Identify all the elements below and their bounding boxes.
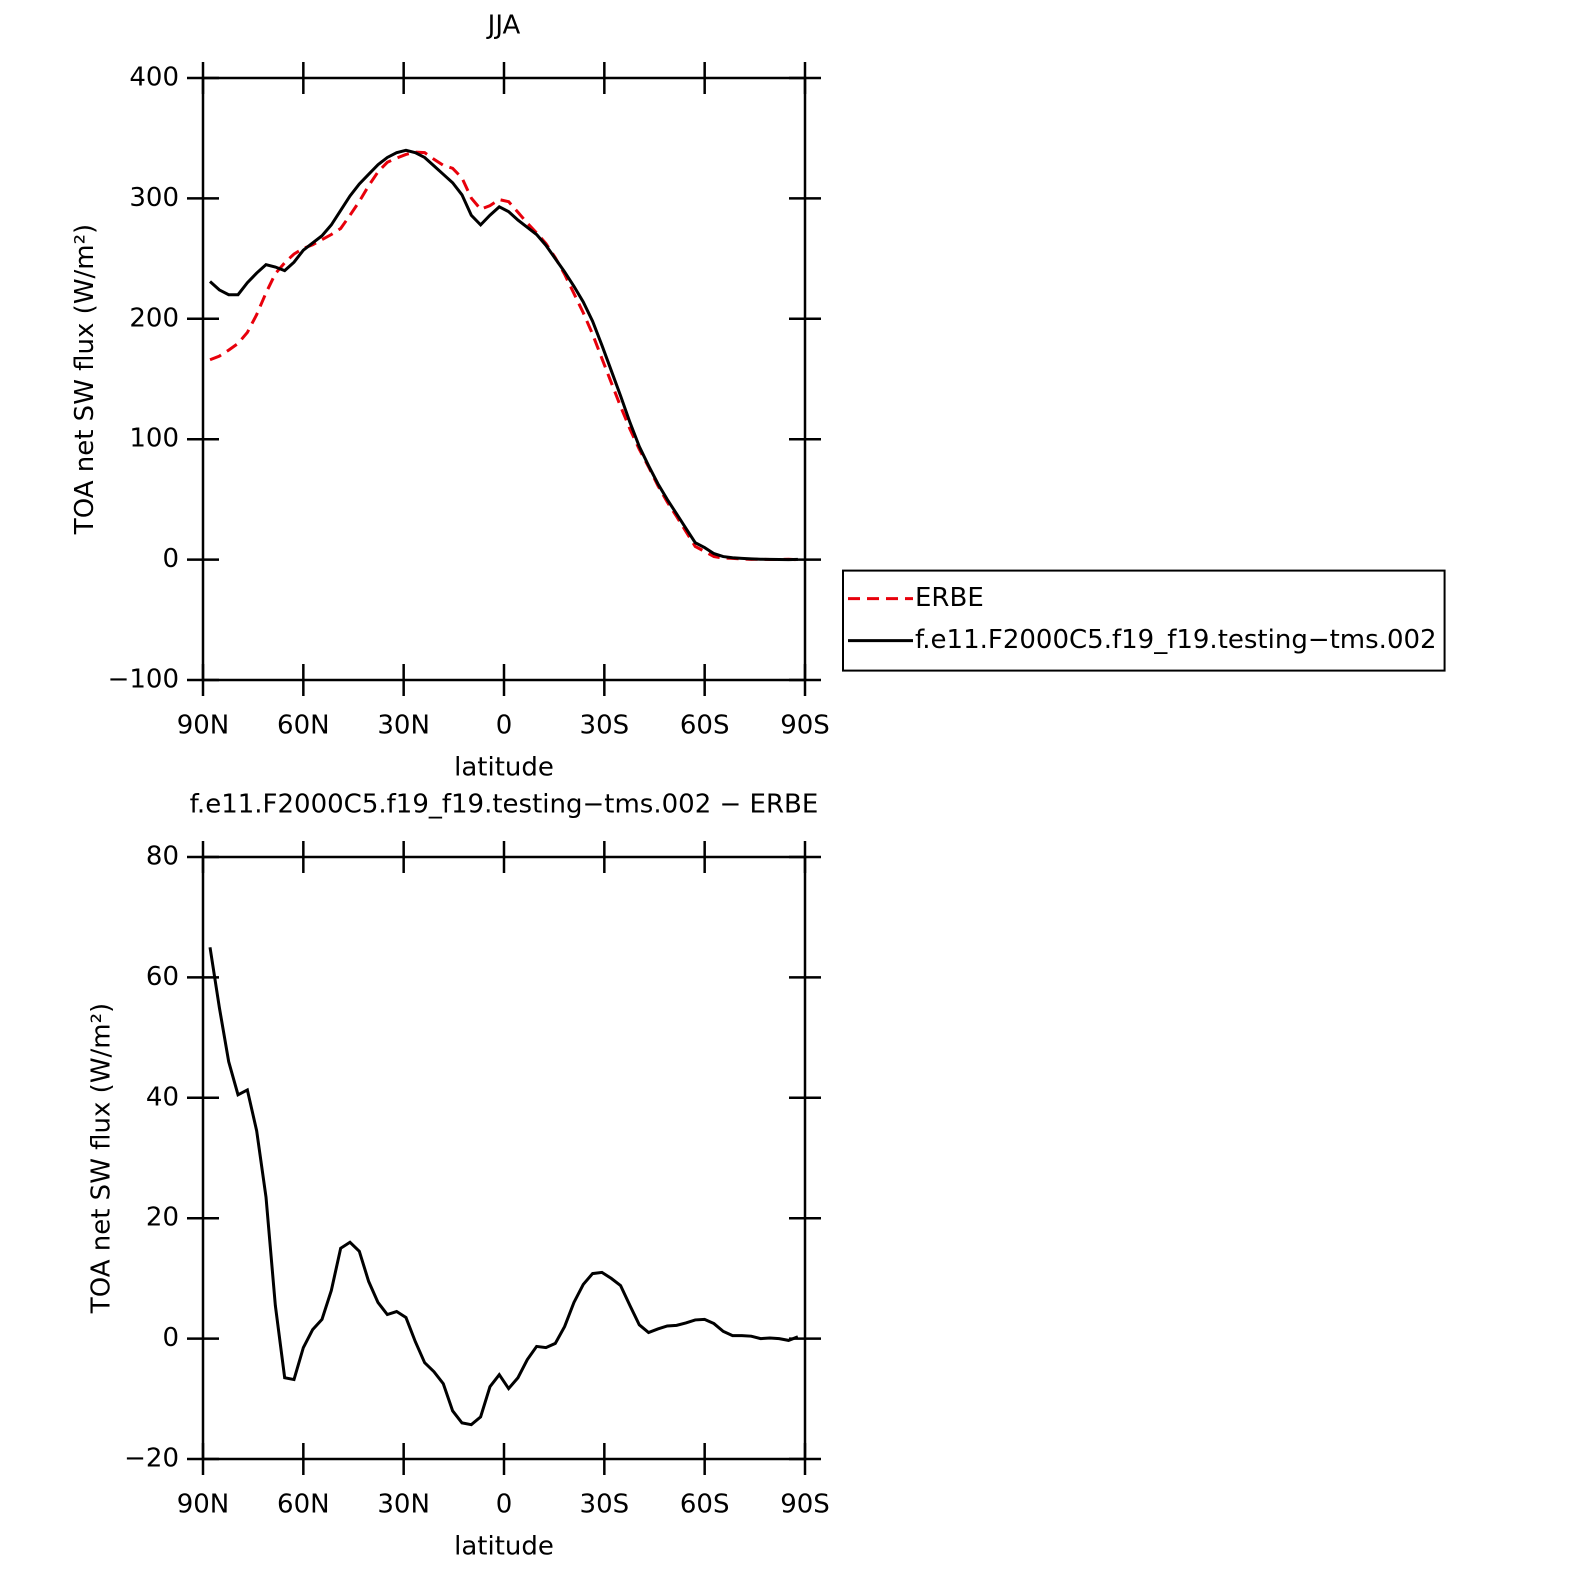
- x-tick-label: 0: [496, 711, 513, 741]
- x-tick-label: 0: [496, 1490, 513, 1520]
- x-tick-label: 90N: [177, 711, 230, 741]
- y-tick-label: 400: [129, 63, 179, 93]
- legend: ERBE f.e11.F2000C5.f19_f19.testing−tms.00…: [842, 569, 1446, 672]
- y-tick-label: 40: [146, 1082, 179, 1112]
- legend-label: ERBE: [915, 583, 984, 613]
- chart-title: JJA: [486, 11, 521, 41]
- y-tick-label: 100: [129, 424, 179, 454]
- x-tick-label: 90S: [780, 711, 830, 741]
- x-tick-label: 60S: [680, 711, 730, 741]
- y-tick-label: 0: [162, 544, 179, 574]
- y-tick-label: −100: [108, 665, 179, 695]
- plot-frame: [201, 855, 807, 1461]
- legend-label: f.e11.F2000C5.f19_f19.testing−tms.002: [915, 625, 1437, 655]
- plot-frame: [201, 76, 807, 682]
- x-tick-label: 60N: [277, 711, 330, 741]
- x-tick-label: 30N: [377, 711, 430, 741]
- y-tick-label: 80: [146, 842, 179, 872]
- x-axis-label: latitude: [454, 753, 554, 783]
- y-axis-label: TOA net SW flux (W/m²): [87, 1003, 117, 1314]
- x-tick-label: 30N: [377, 1490, 430, 1520]
- chart-title: f.e11.F2000C5.f19_f19.testing−tms.002 − …: [190, 790, 819, 820]
- y-tick-label: 20: [146, 1203, 179, 1233]
- data-line: [209, 148, 798, 562]
- y-tick-label: 200: [129, 303, 179, 333]
- x-axis-label: latitude: [454, 1532, 554, 1562]
- x-tick-label: 30S: [580, 1490, 630, 1520]
- y-tick-label: −20: [124, 1444, 179, 1474]
- y-tick-label: 300: [129, 183, 179, 213]
- x-tick-label: 60N: [277, 1490, 330, 1520]
- x-tick-label: 30S: [580, 711, 630, 741]
- x-tick-label: 60S: [680, 1490, 730, 1520]
- x-tick-label: 90N: [177, 1490, 230, 1520]
- data-line: [209, 150, 798, 562]
- legend-box: [842, 569, 1446, 672]
- panel: f.e11.F2000C5.f19_f19.testing−tms.002 − …: [87, 790, 830, 1562]
- y-axis-label: TOA net SW flux (W/m²): [70, 224, 100, 535]
- panel: JJA −100 0 100 200 300 400 90N 60N 30N 0 30S 60S 90S l…: [70, 11, 830, 783]
- data-line: [208, 947, 799, 1427]
- y-tick-label: 60: [146, 962, 179, 992]
- x-tick-label: 90S: [780, 1490, 830, 1520]
- y-tick-label: 0: [162, 1323, 179, 1353]
